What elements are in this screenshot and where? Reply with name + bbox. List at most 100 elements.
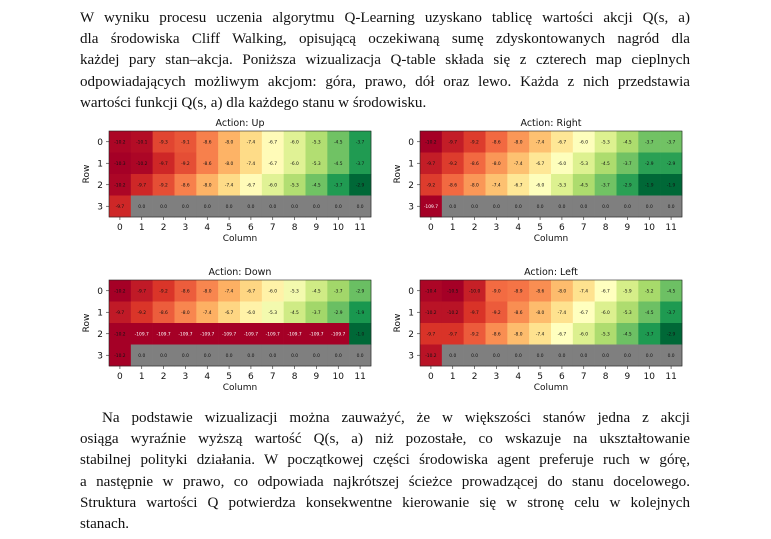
heatmap-cell (196, 174, 219, 196)
heatmap-cell-value: 0.0 (558, 204, 565, 210)
x-tick-label: 7 (581, 372, 587, 382)
heatmap-cell (594, 323, 617, 345)
conclusion-line: Struktura wartości Q potwierdza konsekwe… (80, 494, 690, 511)
heatmap-cell-value: -8.0 (225, 161, 234, 167)
heatmap-cell (594, 301, 617, 324)
heatmap-cell (196, 131, 219, 153)
x-tick-label: 11 (665, 372, 676, 382)
x-axis-label: Column (223, 234, 257, 244)
heatmap-cell (130, 174, 153, 196)
heatmap-cell-value: -7.4 (579, 288, 588, 294)
heatmap-cell (218, 323, 241, 345)
heatmap-cell-value: -109.7 (244, 331, 258, 337)
heatmap-cell-value: -10.5 (447, 288, 459, 294)
heatmap-cell (305, 323, 328, 345)
heatmap-frame (108, 279, 372, 367)
heatmap-cell-value: -4.5 (645, 310, 654, 316)
heatmap-cell-value: -109.7 (266, 331, 280, 337)
heatmap-title: Action: Down (209, 267, 272, 278)
x-tick-label: 3 (494, 372, 500, 382)
heatmap-cell (420, 152, 443, 175)
heatmap-cell (261, 195, 284, 218)
heatmap-cell (420, 131, 443, 153)
x-tick-label: 5 (537, 223, 543, 233)
heatmap-cell-value: -6.0 (601, 310, 610, 316)
heatmap-cell (130, 280, 153, 302)
x-tick-label: 9 (314, 372, 320, 382)
heatmap-cell-value: -7.4 (536, 139, 545, 145)
y-tick-label: 3 (97, 202, 103, 212)
heatmap-cell-value: -5.3 (623, 310, 632, 316)
heatmap-cell-value: -7.4 (492, 182, 501, 188)
y-axis-label: Row (82, 165, 92, 184)
heatmap-cell-value: 0.0 (471, 353, 478, 359)
heatmap-cell (638, 152, 661, 175)
x-tick-label: 2 (161, 223, 167, 233)
heatmap-cell-value: -3.7 (667, 310, 676, 316)
heatmap-cell-value: -7.4 (225, 288, 234, 294)
heatmap-cell (240, 344, 263, 367)
heatmap-cell (507, 344, 530, 367)
heatmap-cell (152, 280, 175, 302)
heatmap-cell (174, 195, 197, 218)
heatmap-cell-value: 0.0 (204, 204, 211, 210)
heatmap-cell (196, 280, 219, 302)
heatmap-cell-value: -5.2 (645, 288, 654, 294)
x-tick-label: 4 (515, 223, 521, 233)
heatmap-cell (551, 323, 574, 345)
heatmap-cell-value: 0.0 (182, 204, 189, 210)
heatmap-cell-value: -9.7 (116, 204, 125, 210)
heatmap-cell (218, 344, 241, 367)
heatmap-cell-value: 0.0 (357, 353, 364, 359)
heatmap-cell (327, 344, 350, 367)
heatmap-cell-value: 0.0 (313, 353, 320, 359)
heatmap-cell-value: -9.2 (159, 288, 168, 294)
heatmap-cell-value: -4.5 (334, 161, 343, 167)
heatmap-cell (109, 174, 132, 196)
y-tick-label: 3 (408, 202, 414, 212)
heatmap-cell (463, 195, 486, 218)
heatmap-cell-value: -6.0 (290, 161, 299, 167)
heatmap-cell (218, 174, 241, 196)
heatmap-cell-value: -5.3 (312, 139, 321, 145)
heatmap-cell (327, 323, 350, 345)
y-tick-label: 2 (408, 330, 414, 340)
heatmap-cell (109, 152, 132, 175)
heatmap-cell (551, 195, 574, 218)
heatmap-cell (507, 323, 530, 345)
heatmap-cell-value: -6.0 (536, 182, 545, 188)
x-tick-label: 4 (204, 372, 210, 382)
x-tick-label: 11 (354, 372, 365, 382)
heatmap-cell (572, 323, 595, 345)
heatmap-cell-value: -10.2 (114, 182, 126, 188)
heatmap-cell-value: -9.2 (427, 182, 436, 188)
heatmap-cell-value: -8.6 (203, 161, 212, 167)
heatmap-cell-value: -5.3 (290, 182, 299, 188)
heatmap-cell-value: -9.2 (181, 161, 190, 167)
heatmap-cell-value: -10.2 (114, 139, 126, 145)
heatmap-cell (529, 131, 552, 153)
heatmap-cell (485, 195, 508, 218)
heatmap-cell (551, 344, 574, 367)
heatmap-cell (507, 174, 530, 196)
heatmap-cell (109, 195, 132, 218)
heatmap-cell-value: -8.0 (536, 310, 545, 316)
heatmap-cell (572, 152, 595, 175)
heatmap-cell-value: -10.3 (114, 161, 126, 167)
heatmap-cell (283, 323, 306, 345)
heatmap-cell (327, 131, 350, 153)
heatmap-cell (109, 301, 132, 324)
heatmap-cell-value: -9.2 (137, 310, 146, 316)
heatmap-cell (327, 301, 350, 324)
heatmap-panel: -10.2 -9.7 -9.2 -8.6 -8.0 -7.4 -6.7 -6.0 -5.3 -4.… (82, 267, 372, 393)
heatmap-cell-value: -2.9 (356, 288, 365, 294)
heatmap-cell-value: -8.6 (159, 310, 168, 316)
heatmap-cell (441, 152, 464, 175)
heatmap-cell-value: 0.0 (449, 353, 456, 359)
heatmap-cell-value: 0.0 (624, 353, 631, 359)
heatmap-cell-value: 0.0 (515, 353, 522, 359)
heatmap-title: Action: Up (216, 118, 265, 129)
heatmap-cell (441, 195, 464, 218)
heatmap-cell-value: -109.7 (309, 331, 323, 337)
heatmap-cell (463, 280, 486, 302)
